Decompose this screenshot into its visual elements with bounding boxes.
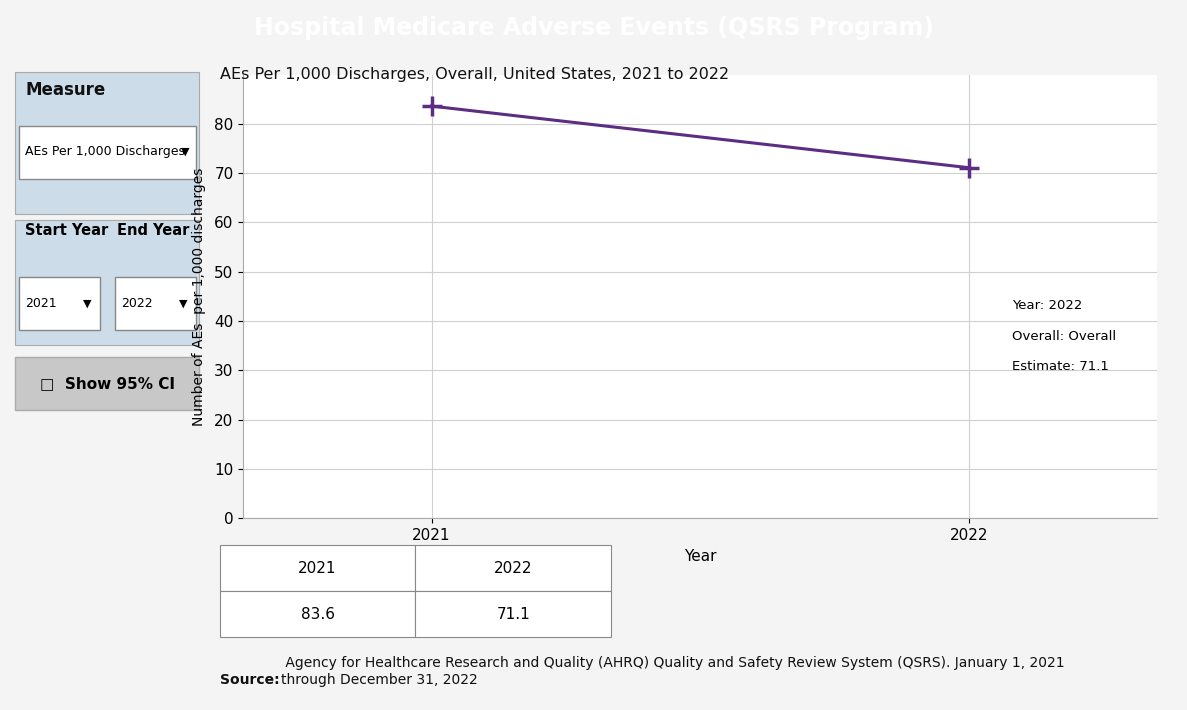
Text: Estimate: 71.1: Estimate: 71.1: [1011, 361, 1109, 373]
Y-axis label: Number of AEs  per 1,000 discharges: Number of AEs per 1,000 discharges: [192, 168, 205, 425]
Text: AEs Per 1,000 Discharges, Overall, United States, 2021 to 2022: AEs Per 1,000 Discharges, Overall, Unite…: [220, 67, 729, 82]
FancyBboxPatch shape: [115, 277, 196, 330]
Text: AEs Per 1,000 Discharges: AEs Per 1,000 Discharges: [25, 145, 185, 158]
FancyBboxPatch shape: [19, 277, 100, 330]
FancyBboxPatch shape: [15, 220, 199, 345]
Text: Hospital Medicare Adverse Events (QSRS Program): Hospital Medicare Adverse Events (QSRS P…: [254, 16, 933, 40]
Text: ▼: ▼: [182, 147, 190, 157]
Text: Year: 2022: Year: 2022: [1011, 299, 1083, 312]
FancyBboxPatch shape: [15, 72, 199, 214]
Text: Agency for Healthcare Research and Quality (AHRQ) Quality and Safety Review Syst: Agency for Healthcare Research and Quali…: [281, 656, 1065, 687]
Text: 2021: 2021: [25, 297, 57, 310]
X-axis label: Year: Year: [684, 549, 717, 564]
Text: □  Show 95% CI: □ Show 95% CI: [40, 376, 174, 391]
Text: ▼: ▼: [83, 298, 91, 308]
FancyBboxPatch shape: [19, 126, 196, 179]
FancyBboxPatch shape: [15, 356, 199, 410]
Text: Measure: Measure: [25, 81, 106, 99]
Text: 2022: 2022: [121, 297, 153, 310]
Text: Source:: Source:: [220, 672, 279, 687]
Text: End Year: End Year: [118, 224, 190, 239]
Text: Overall: Overall: Overall: Overall: [1011, 329, 1116, 343]
Text: ▼: ▼: [179, 298, 188, 308]
Text: Start Year: Start Year: [25, 224, 108, 239]
